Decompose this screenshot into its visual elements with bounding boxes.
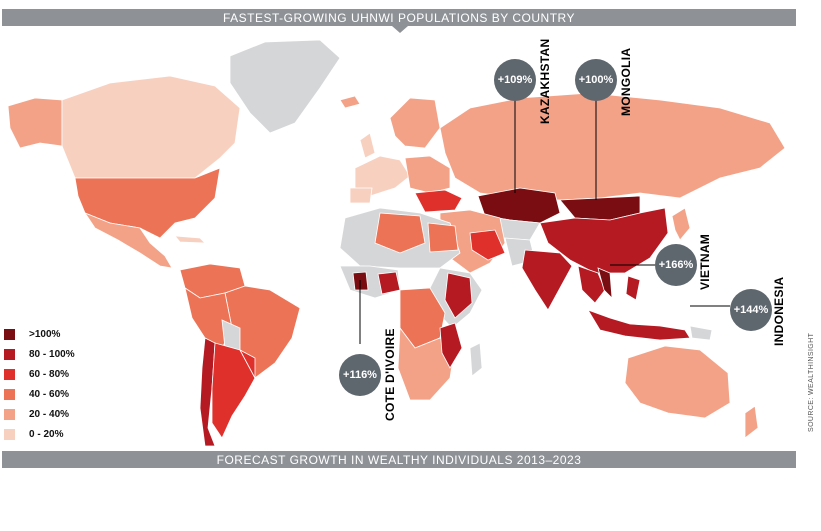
region-vietnam (597, 267, 613, 300)
source-note: SOURCE: WEALTHINSIGHT (808, 332, 815, 432)
region-china (539, 207, 669, 274)
region-nigeria (377, 271, 401, 295)
legend-label: 60 - 80% (29, 368, 70, 380)
map-footer-title: FORECAST GROWTH IN WEALTHY INDIVIDUALS 2… (216, 452, 582, 467)
region-eastern-europe (404, 155, 451, 194)
region-greenland (229, 39, 341, 134)
region-ethiopia-kenya (444, 272, 473, 319)
region-uk (359, 132, 376, 159)
vietnam-label: VIETNAM (698, 233, 712, 290)
region-alaska (7, 97, 63, 149)
region-turkey (414, 189, 463, 213)
region-india (521, 249, 573, 311)
region-iberia (349, 187, 373, 204)
region-madagascar (469, 342, 483, 377)
cote-divoire-value-bubble: +116% (339, 354, 381, 396)
region-iceland (339, 95, 361, 109)
legend-swatch (4, 328, 15, 340)
legend-label: >100% (29, 328, 61, 340)
indonesia-value: +144% (733, 304, 769, 316)
region-japan (671, 207, 691, 241)
mongolia-value-bubble: +100% (575, 59, 617, 101)
region-mozambique (439, 322, 463, 369)
legend-swatch (4, 348, 15, 360)
legend-swatch (4, 408, 15, 420)
legend-item: 20 - 40% (4, 404, 75, 424)
region-australia (624, 345, 731, 419)
vietnam-value: +166% (658, 259, 694, 271)
legend-label: 40 - 60% (29, 388, 70, 400)
region-canada (61, 75, 241, 179)
map-footer-bar: FORECAST GROWTH IN WEALTHY INDIVIDUALS 2… (2, 451, 796, 468)
region-indonesia (587, 309, 691, 341)
kazakhstan-value-bubble: +109% (494, 59, 536, 101)
legend-swatch (4, 368, 15, 380)
cote-divoire-value: +116% (343, 369, 377, 381)
region-iran (469, 229, 506, 261)
indonesia-value-bubble: +144% (730, 289, 772, 331)
cote-divoire-label: COTE D'IVOIRE (383, 328, 397, 421)
region-russia (439, 92, 786, 201)
map-title-bar: FASTEST-GROWING UHNWI POPULATIONS BY COU… (2, 9, 796, 26)
kazakhstan-label: KAZAKHSTAN (538, 38, 552, 124)
region-new-zealand (744, 405, 759, 439)
region-southern-africa (397, 326, 456, 401)
region-scandinavia (389, 97, 441, 149)
region-algeria (374, 212, 426, 254)
mongolia-value: +100% (578, 74, 614, 86)
region-philippines (625, 275, 641, 301)
legend-item: 60 - 80% (4, 364, 75, 384)
legend: >100% 80 - 100% 60 - 80% 40 - 60% 20 - 40% 0 … (4, 324, 75, 444)
legend-item: 40 - 60% (4, 384, 75, 404)
legend-label: 20 - 40% (29, 408, 70, 420)
legend-swatch (4, 388, 15, 400)
legend-swatch (4, 428, 15, 440)
region-southeast-asia (577, 265, 606, 304)
region-egypt (427, 222, 459, 253)
legend-label: 80 - 100% (29, 348, 75, 360)
region-caribbean (174, 235, 207, 244)
world-map (7, 39, 786, 447)
region-png (689, 325, 713, 341)
vietnam-value-bubble: +166% (655, 244, 697, 286)
legend-item: >100% (4, 324, 75, 344)
legend-item: 0 - 20% (4, 424, 75, 444)
legend-label: 0 - 20% (29, 428, 64, 440)
kazakhstan-value: +109% (497, 74, 533, 86)
indonesia-label: INDONESIA (772, 276, 786, 346)
legend-item: 80 - 100% (4, 344, 75, 364)
mongolia-label: MONGOLIA (619, 47, 633, 116)
map-title: FASTEST-GROWING UHNWI POPULATIONS BY COU… (222, 10, 576, 25)
title-pointer (392, 26, 408, 33)
region-mexico (83, 212, 173, 269)
region-paraguay (239, 349, 256, 379)
